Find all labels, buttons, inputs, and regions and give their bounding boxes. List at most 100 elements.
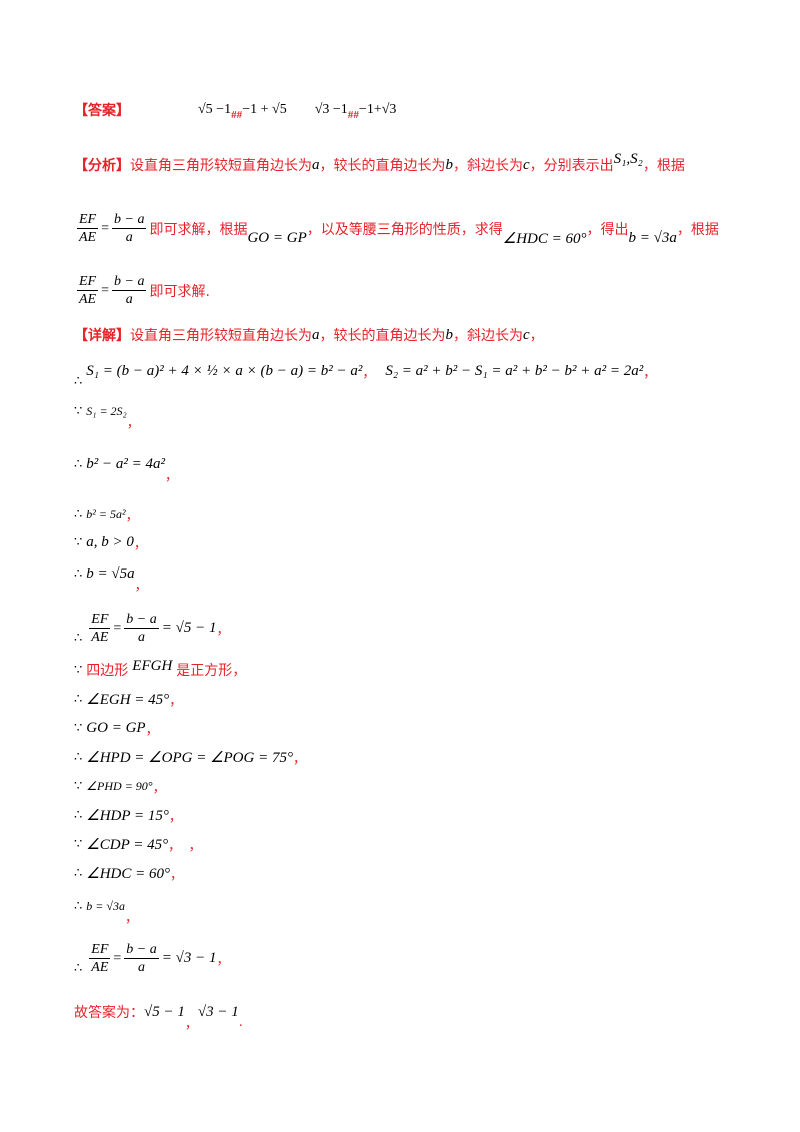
detail-step: ∵ ∠CDP = 45° ，， xyxy=(74,835,216,854)
fraction-ef-ae: EF AE xyxy=(77,212,99,245)
analysis-label: 【分析】 xyxy=(74,158,130,174)
comma: ， xyxy=(170,868,184,883)
detail-step-ratio-2: ∴ EF AE = b − a a = √3 − 1 ， xyxy=(74,942,230,976)
detail-step: ∴ b = √3a ， xyxy=(74,897,138,926)
analysis-text: 即可求解，根据 xyxy=(149,221,248,238)
detail-text: 四边形 xyxy=(86,663,129,679)
comma: ， xyxy=(126,416,140,431)
detail-step: ∵ ∠PHD = 90° ， xyxy=(74,777,166,796)
fraction-numerator: b − a xyxy=(112,212,147,229)
var-efgh: EFGH xyxy=(132,657,173,674)
therefore-symbol: ∴ xyxy=(74,750,83,765)
therefore-symbol: ∴ xyxy=(74,692,83,707)
comma: ， xyxy=(133,537,147,552)
because-symbol: ∵ xyxy=(74,721,83,736)
comma: ， xyxy=(134,579,148,594)
because-symbol: ∵ xyxy=(74,535,83,550)
because-symbol: ∵ xyxy=(74,837,83,852)
analysis-text: 即可求解. xyxy=(149,283,210,300)
detail-step: ∴ ∠HPD = ∠OPG = ∠POG = 75° ， xyxy=(74,748,306,767)
fraction-ef-ae: EF AE xyxy=(77,274,99,307)
detail-step: ∴ b² = 5a² ， xyxy=(74,505,139,524)
detail-step: ∵ a, b > 0 ， xyxy=(74,533,147,552)
eq-b-sqrt5a: b = √5a xyxy=(86,566,135,582)
fraction-denominator: a xyxy=(125,230,133,245)
detail-step: ∴ ∠HDC = 60° ， xyxy=(74,864,183,883)
detail-step-square: ∵ 四边形 EFGH 是正方形， xyxy=(74,657,247,680)
fraction-ef-ae: EF AE xyxy=(89,942,111,975)
answer-label: 【答案】 xyxy=(74,103,130,119)
fraction-numerator: EF xyxy=(89,612,111,629)
fraction-ef-ae: EF AE xyxy=(89,612,111,645)
fraction-denominator: AE xyxy=(79,292,97,307)
comma: ， xyxy=(145,723,159,738)
eq-s1: S₁ = (b − a)² + 4 × ½ × a × (b − a) = b²… xyxy=(86,363,363,379)
final-value-2: √3 − 1 xyxy=(197,1003,239,1020)
period: . xyxy=(238,1014,243,1030)
fraction-denominator: AE xyxy=(91,630,109,645)
detail-step-ratio-1: ∴ EF AE = b − a a = √5 − 1 ， xyxy=(74,612,230,646)
comma: ， xyxy=(643,366,657,381)
because-symbol: ∵ xyxy=(74,404,83,419)
analysis-text: ，根据 xyxy=(676,221,719,238)
eq-ab-gt-0: a, b > 0 xyxy=(86,534,134,550)
eq-b-sqrt3a: b = √3a xyxy=(86,899,125,913)
therefore-symbol: ∴ xyxy=(74,899,83,914)
answer-expr-1: √5 −1 xyxy=(198,102,232,117)
final-answer-line: 故答案为： √5 − 1 ， √3 − 1 . xyxy=(74,1002,243,1032)
var-a: a xyxy=(312,326,320,343)
answer-expr-3: √3 −1 xyxy=(314,102,348,117)
fraction-numerator: EF xyxy=(89,942,111,959)
answer-line: 【答案】 √5 −1 ## −1 + √5 √3 −1 ## −1+√3 xyxy=(74,100,396,121)
detail-step: ∴ ∠EGH = 45° ， xyxy=(74,690,182,709)
detail-line-1: 【详解】 设直角三角形较短直角边长为 a ，较长的直角边长为 b ，斜边长为 c… xyxy=(74,325,544,345)
analysis-text: ，较长的直角边长为 xyxy=(319,158,446,174)
analysis-text: ，得出 xyxy=(586,221,629,238)
answer-expr-2: −1 + √5 xyxy=(242,102,287,117)
detail-step: ∴ ∠HDP = 15° ， xyxy=(74,806,182,825)
comma: ， xyxy=(362,366,376,381)
fraction-denominator: AE xyxy=(91,960,109,975)
detail-label: 【详解】 xyxy=(74,328,130,344)
therefore-symbol: ∴ xyxy=(74,961,83,976)
fraction-numerator: EF xyxy=(77,274,99,291)
detail-step-s1-s2: ∴ S₁ = (b − a)² + 4 × ½ × a × (b − a) = … xyxy=(74,362,657,389)
analysis-line-2: EF AE = b − a a 即可求解，根据 GO = GP ，以及等腰三角形… xyxy=(77,212,719,247)
eq-b2-5a2: b² = 5a² xyxy=(86,507,126,521)
fraction-denominator: a xyxy=(125,292,133,307)
comma: ， xyxy=(292,752,306,767)
analysis-text: ，以及等腰三角形的性质，求得 xyxy=(306,221,503,238)
therefore-symbol: ∴ xyxy=(74,567,83,582)
s1-s2: S₁,S₂ xyxy=(613,150,643,167)
fraction-numerator: b − a xyxy=(124,942,159,959)
fraction-denominator: a xyxy=(138,630,146,645)
detail-step: ∵ S₁ = 2S₂ ， xyxy=(74,402,140,431)
detail-text: 是正方形， xyxy=(176,663,247,679)
eq-s1-2s2: S₁ = 2S₂ xyxy=(86,404,127,418)
detail-text: ， xyxy=(529,328,544,344)
fraction-numerator: EF xyxy=(77,212,99,229)
eq-go-gp: GO = GP xyxy=(247,230,307,246)
eq-angle-hdc: ∠HDC = 60° xyxy=(502,231,587,247)
eq-go-gp: GO = GP xyxy=(86,720,146,736)
comma: ， xyxy=(216,623,230,638)
analysis-text: ，根据 xyxy=(642,158,685,174)
final-answer-label: 故答案为： xyxy=(74,1005,144,1021)
fraction-b-a-over-a: b − a a xyxy=(112,274,147,307)
eq-ratio-sqrt5-minus-1: = √5 − 1 xyxy=(161,620,217,636)
therefore-symbol: ∴ xyxy=(74,866,83,881)
comma: ， xyxy=(216,953,230,968)
eq-angle-hdp: ∠HDP = 15° xyxy=(86,808,169,824)
var-b: b xyxy=(445,326,454,343)
analysis-text: 设直角三角形较短直角边长为 xyxy=(130,158,312,174)
fraction-numerator: b − a xyxy=(124,612,159,629)
therefore-symbol: ∴ xyxy=(74,507,83,522)
therefore-symbol: ∴ xyxy=(74,374,83,389)
var-c: c xyxy=(523,156,530,173)
eq-angle-phd: ∠PHD = 90° xyxy=(86,779,153,793)
therefore-symbol: ∴ xyxy=(74,808,83,823)
detail-text: ，斜边长为 xyxy=(453,328,523,344)
detail-step: ∵ GO = GP ， xyxy=(74,719,159,738)
var-c: c xyxy=(523,326,530,343)
answer-separator-1: ## xyxy=(231,109,243,121)
